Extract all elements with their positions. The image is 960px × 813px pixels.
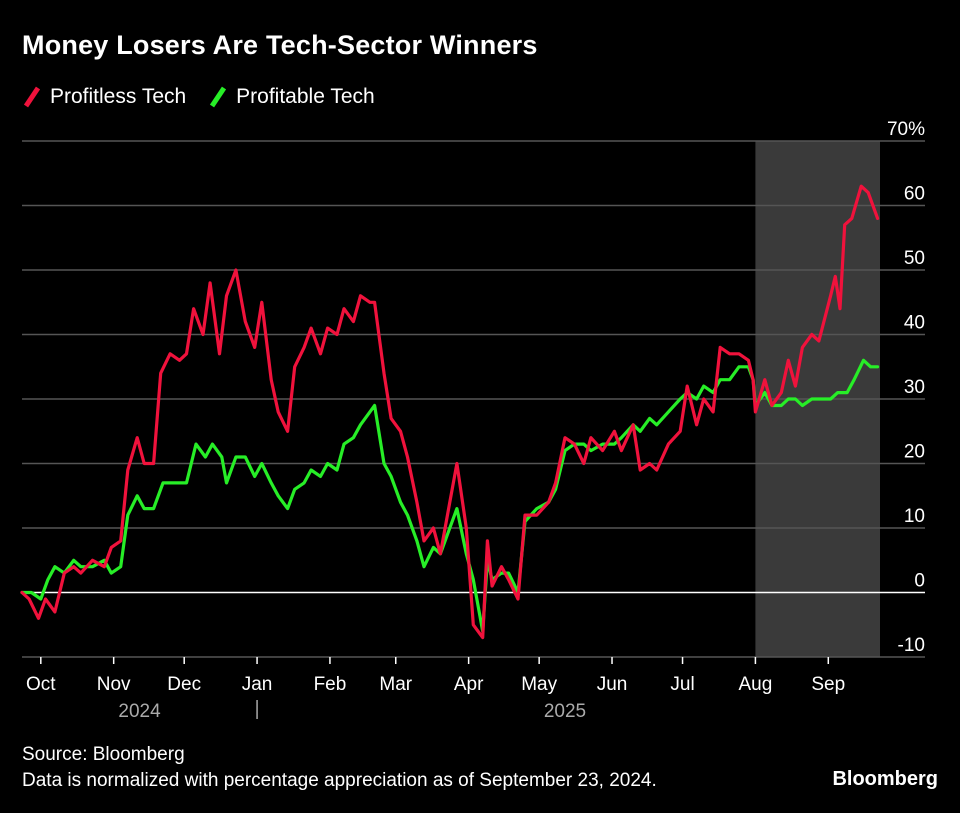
legend-swatch-profitable-icon bbox=[210, 86, 227, 108]
legend-label-profitless: Profitless Tech bbox=[50, 85, 187, 108]
year-label: 2024 bbox=[118, 701, 161, 722]
legend-swatch-profitless-icon bbox=[23, 86, 41, 108]
x-tick-label: Mar bbox=[379, 674, 412, 695]
y-tick-label: 50 bbox=[904, 248, 925, 269]
y-tick-label: 70% bbox=[887, 119, 925, 140]
chart-title: Money Losers Are Tech-Sector Winners bbox=[22, 30, 538, 60]
y-tick-label: 10 bbox=[904, 506, 925, 527]
source-note: Source: Bloomberg bbox=[22, 744, 185, 765]
y-tick-label: 30 bbox=[904, 377, 925, 398]
x-tick-label: Jun bbox=[597, 674, 628, 695]
x-tick-label: Feb bbox=[314, 674, 347, 695]
x-tick-label: Aug bbox=[739, 674, 773, 695]
x-tick-label: Dec bbox=[167, 674, 201, 695]
data-note: Data is normalized with percentage appre… bbox=[22, 770, 657, 791]
chart-legend: Profitless Tech Profitable Tech bbox=[22, 84, 397, 110]
series-line-profitless-tech bbox=[20, 184, 880, 640]
y-tick-label: 40 bbox=[904, 313, 925, 334]
y-tick-label: 20 bbox=[904, 442, 925, 463]
y-tick-label: 0 bbox=[914, 571, 925, 592]
legend-label-profitable: Profitable Tech bbox=[236, 85, 375, 108]
legend-item-profitable: Profitable Tech bbox=[208, 84, 375, 110]
x-tick-label: Nov bbox=[97, 674, 131, 695]
x-tick-label: Oct bbox=[26, 674, 56, 695]
x-tick-label: Apr bbox=[454, 674, 484, 695]
x-tick-label: May bbox=[521, 674, 557, 695]
year-label: 2025 bbox=[544, 701, 586, 722]
legend-item-profitless: Profitless Tech bbox=[22, 84, 186, 110]
x-tick-label: Sep bbox=[811, 674, 845, 695]
x-tick-label: Jan bbox=[242, 674, 273, 695]
y-tick-label: -10 bbox=[898, 635, 925, 656]
y-tick-label: 60 bbox=[904, 184, 925, 205]
x-tick-label: Jul bbox=[670, 674, 694, 695]
bloomberg-logo: Bloomberg bbox=[832, 768, 938, 790]
